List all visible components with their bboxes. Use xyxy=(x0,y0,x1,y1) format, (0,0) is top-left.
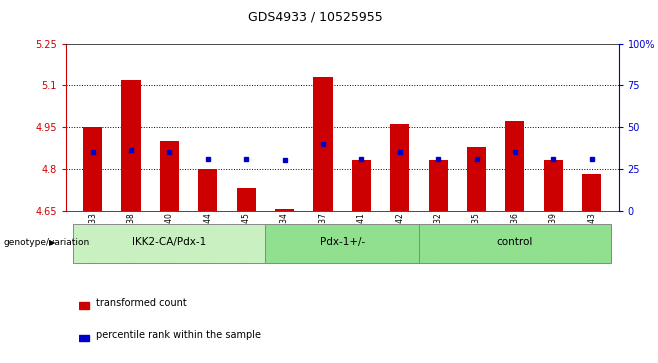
Bar xyxy=(352,160,371,211)
Bar xyxy=(419,224,611,263)
Bar xyxy=(79,335,89,341)
Bar xyxy=(237,188,256,211)
Bar xyxy=(160,141,179,211)
Text: GDS4933 / 10525955: GDS4933 / 10525955 xyxy=(249,11,383,24)
Bar xyxy=(265,224,419,263)
Bar xyxy=(582,174,601,211)
Bar xyxy=(275,209,294,211)
Bar xyxy=(198,169,217,211)
Text: control: control xyxy=(497,237,533,247)
Bar xyxy=(467,147,486,211)
Bar xyxy=(390,124,409,211)
Bar xyxy=(79,302,89,309)
Text: Pdx-1+/-: Pdx-1+/- xyxy=(320,237,365,247)
Text: genotype/variation: genotype/variation xyxy=(3,238,89,247)
Text: transformed count: transformed count xyxy=(96,298,187,308)
Bar xyxy=(313,77,332,211)
Text: IKK2-CA/Pdx-1: IKK2-CA/Pdx-1 xyxy=(132,237,207,247)
Bar xyxy=(74,224,265,263)
Bar xyxy=(122,80,141,211)
Text: ▶: ▶ xyxy=(49,238,56,247)
Text: percentile rank within the sample: percentile rank within the sample xyxy=(96,330,261,340)
Bar xyxy=(83,127,102,211)
Bar xyxy=(428,160,447,211)
Bar xyxy=(544,160,563,211)
Bar xyxy=(505,122,524,211)
